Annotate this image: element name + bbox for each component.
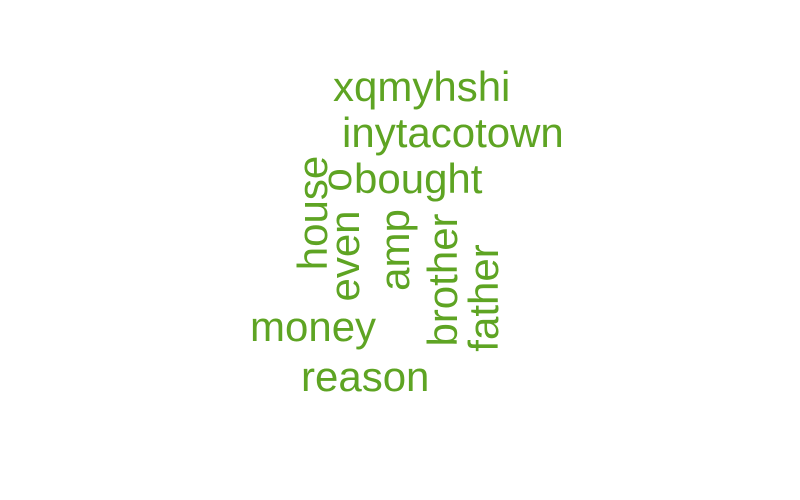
word-father: father [460,244,507,352]
word-amp: amp [371,209,418,291]
word-xqmyhshi: xqmyhshi [333,63,511,110]
word-brother: brother [419,213,466,347]
word-money: money [250,303,377,350]
word-inytacotown: inytacotown [342,109,564,156]
word-bought: bought [354,155,483,202]
word-even: even [321,210,368,302]
word-reason: reason [301,353,430,400]
